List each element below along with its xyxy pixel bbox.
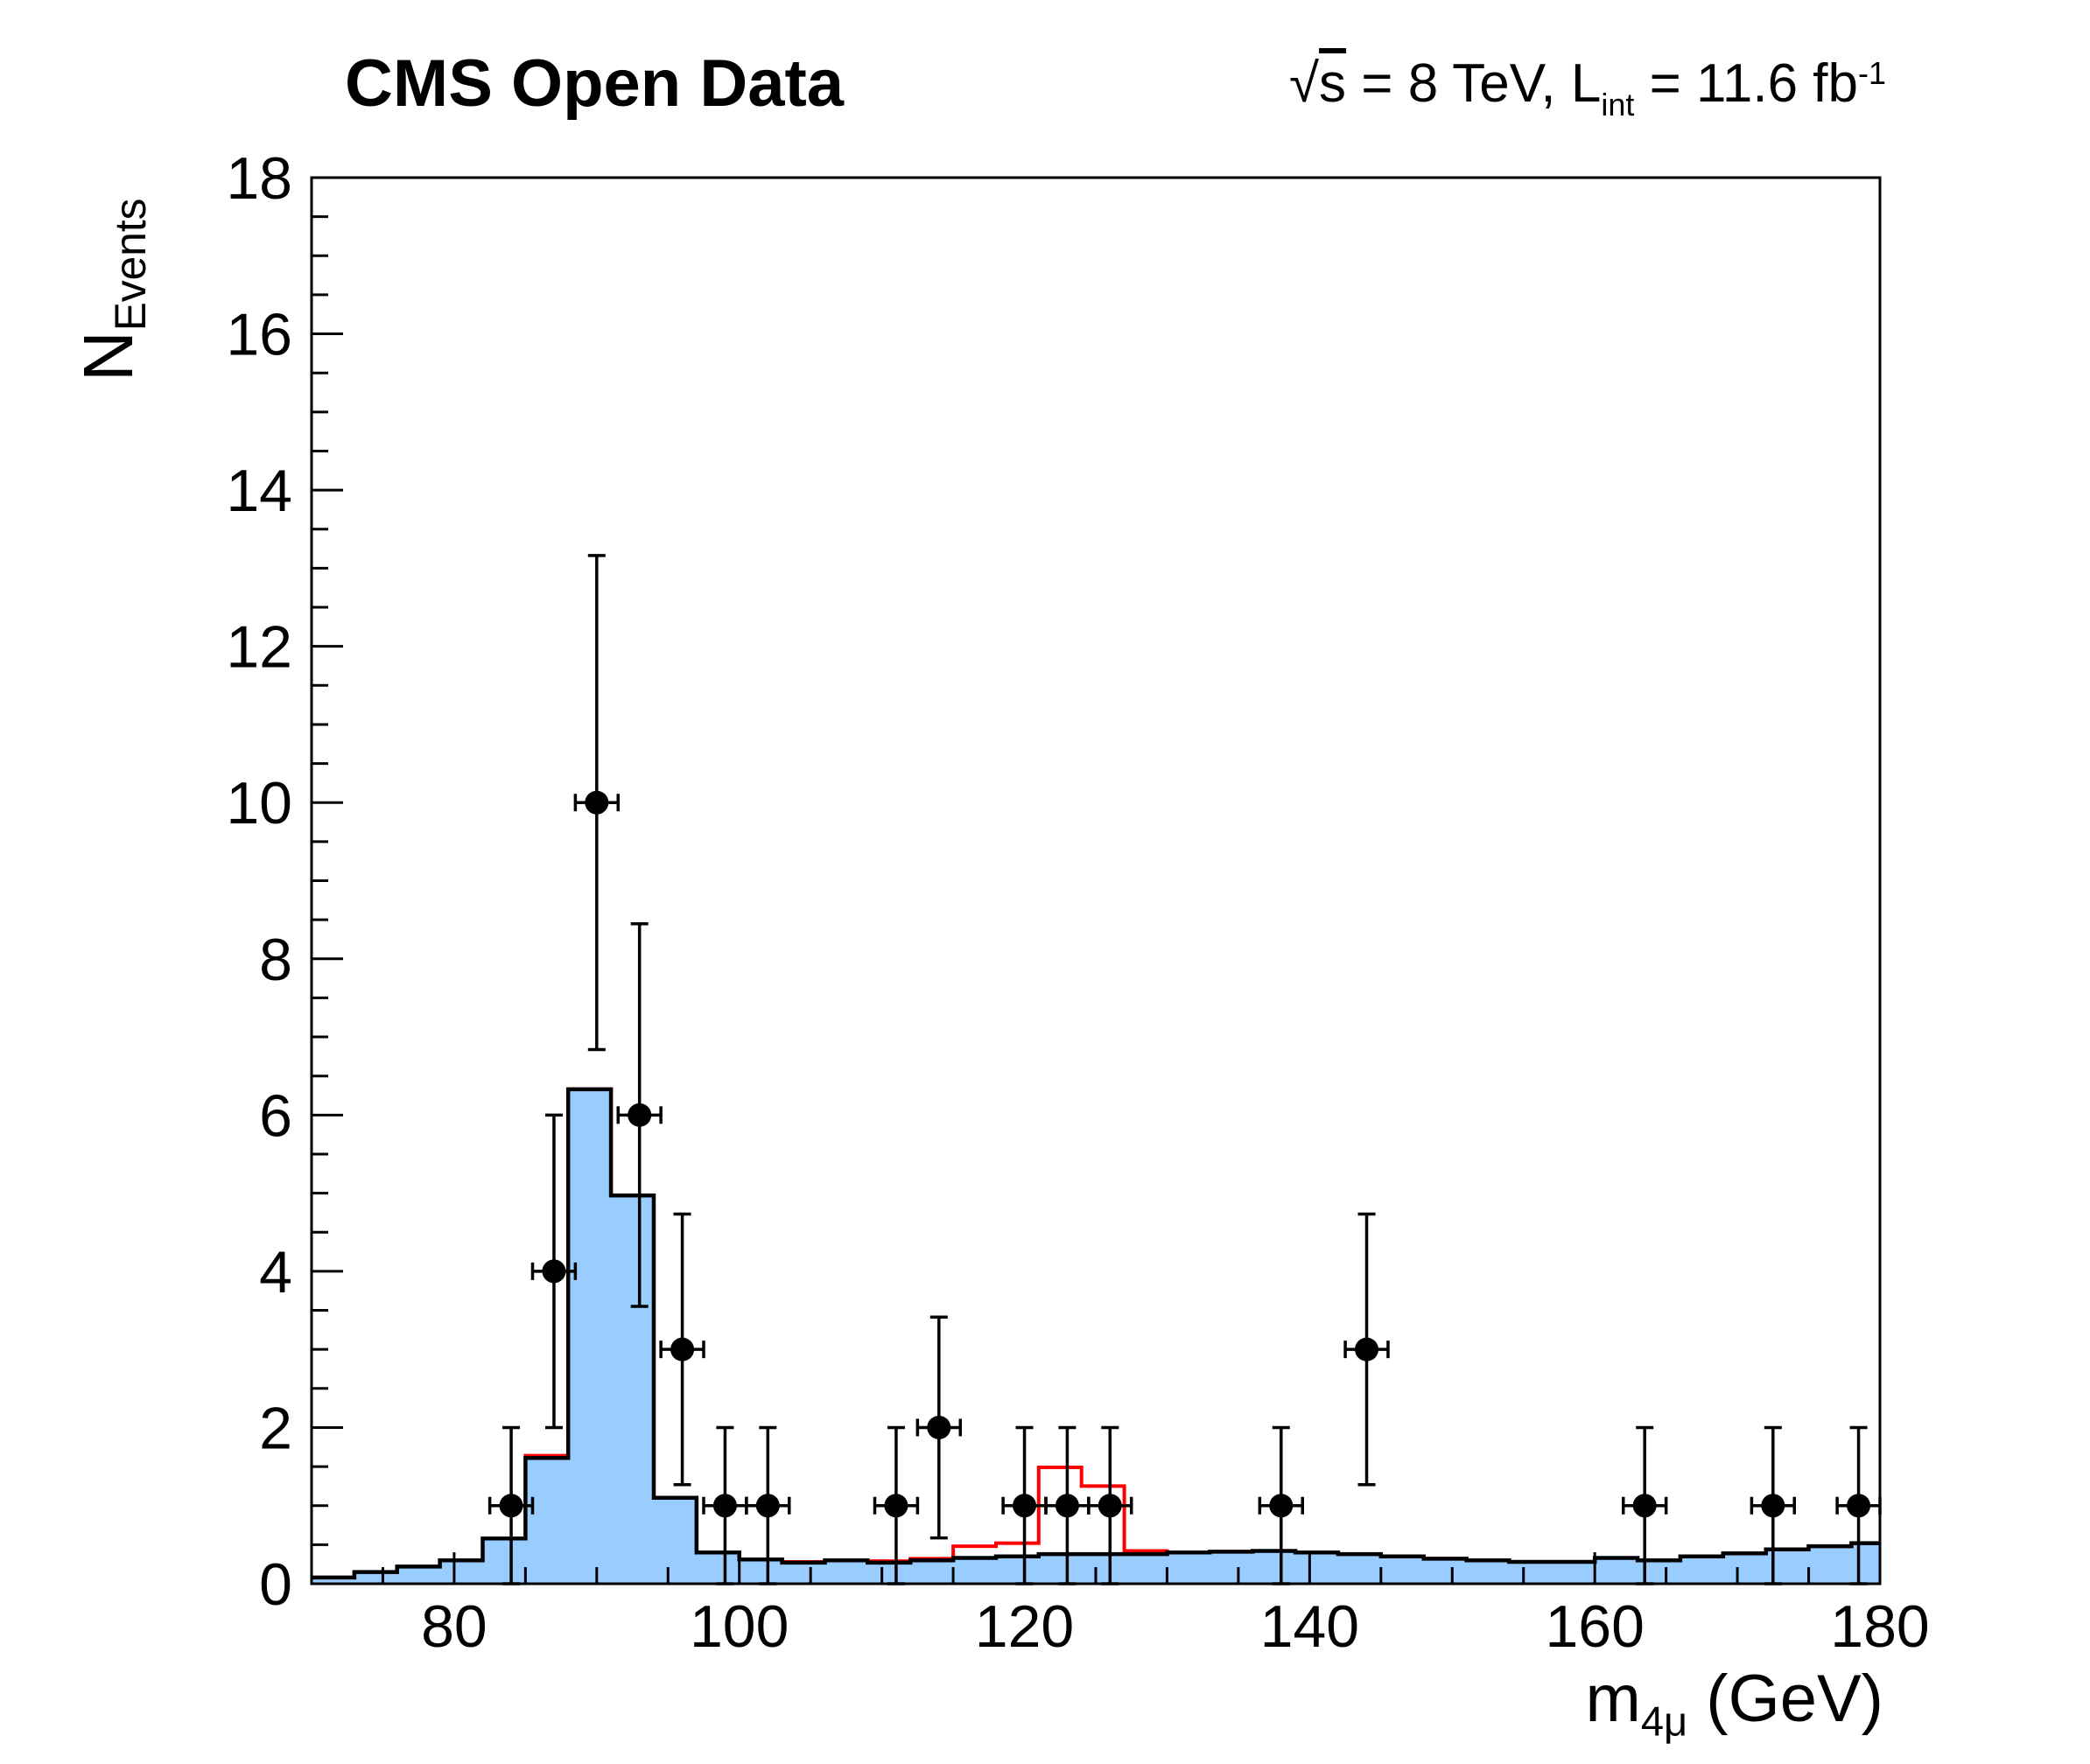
data-point <box>670 1337 695 1362</box>
data-point <box>755 1494 780 1518</box>
y-tick-label-8: 8 <box>259 927 292 993</box>
y-tick-label-16: 16 <box>226 302 292 368</box>
x-axis-title: m4μ (GeV) <box>1586 1661 1883 1745</box>
data-point <box>1269 1494 1294 1518</box>
data-point <box>884 1494 908 1518</box>
x-tick-label-120: 120 <box>975 1593 1074 1660</box>
data-point <box>1098 1494 1122 1518</box>
x-tick-label-160: 160 <box>1545 1593 1644 1660</box>
data-point <box>712 1494 737 1518</box>
data-point <box>585 790 609 815</box>
y-tick-label-4: 4 <box>259 1239 292 1306</box>
lumi-subscript: int <box>1601 87 1635 123</box>
background-histogram-outline <box>312 1087 1880 1580</box>
x-title-sub: 4μ <box>1640 1698 1688 1745</box>
y-title-sub: Events <box>105 198 155 332</box>
y-tick-label-0: 0 <box>259 1551 292 1618</box>
y-axis-title: NEvents <box>68 199 156 382</box>
lumi-mid-text: = 8 TeV, L <box>1346 53 1602 114</box>
x-title-unit: (GeV) <box>1687 1662 1883 1736</box>
data-point <box>1632 1494 1657 1518</box>
y-tick-label-2: 2 <box>259 1395 292 1461</box>
data-point <box>1355 1337 1379 1362</box>
y-title-main: N <box>69 331 147 382</box>
luminosity-label: √s = 8 TeV, Lint = 11.6 fb-1 <box>1289 52 1886 123</box>
x-tick-label-100: 100 <box>690 1593 789 1660</box>
y-tick-label-18: 18 <box>226 145 292 212</box>
plot-frame <box>310 176 1882 1586</box>
data-point <box>1847 1494 1871 1518</box>
y-tick-label-10: 10 <box>226 770 292 836</box>
x-tick-label-180: 180 <box>1830 1593 1929 1660</box>
data-point <box>1013 1494 1037 1518</box>
lumi-value-text: = 11.6 fb <box>1634 53 1859 114</box>
lumi-superscript: -1 <box>1858 55 1886 92</box>
x-tick-label-140: 140 <box>1260 1593 1359 1660</box>
chart-title: CMS Open Data <box>345 46 845 121</box>
y-tick-label-6: 6 <box>259 1082 292 1149</box>
data-point <box>499 1494 523 1518</box>
y-tick-label-12: 12 <box>226 614 292 681</box>
sqrt-argument: s <box>1319 53 1347 114</box>
x-title-main: m <box>1585 1662 1641 1736</box>
data-point <box>1055 1494 1079 1518</box>
data-point <box>628 1102 652 1127</box>
data-point <box>542 1259 566 1284</box>
sqrt-sign: √ <box>1289 53 1320 114</box>
background-histogram-fill <box>312 1088 1880 1584</box>
y-tick-label-14: 14 <box>226 458 292 524</box>
data-point <box>927 1415 951 1439</box>
x-tick-label-80: 80 <box>421 1593 487 1660</box>
data-point <box>1761 1494 1785 1518</box>
